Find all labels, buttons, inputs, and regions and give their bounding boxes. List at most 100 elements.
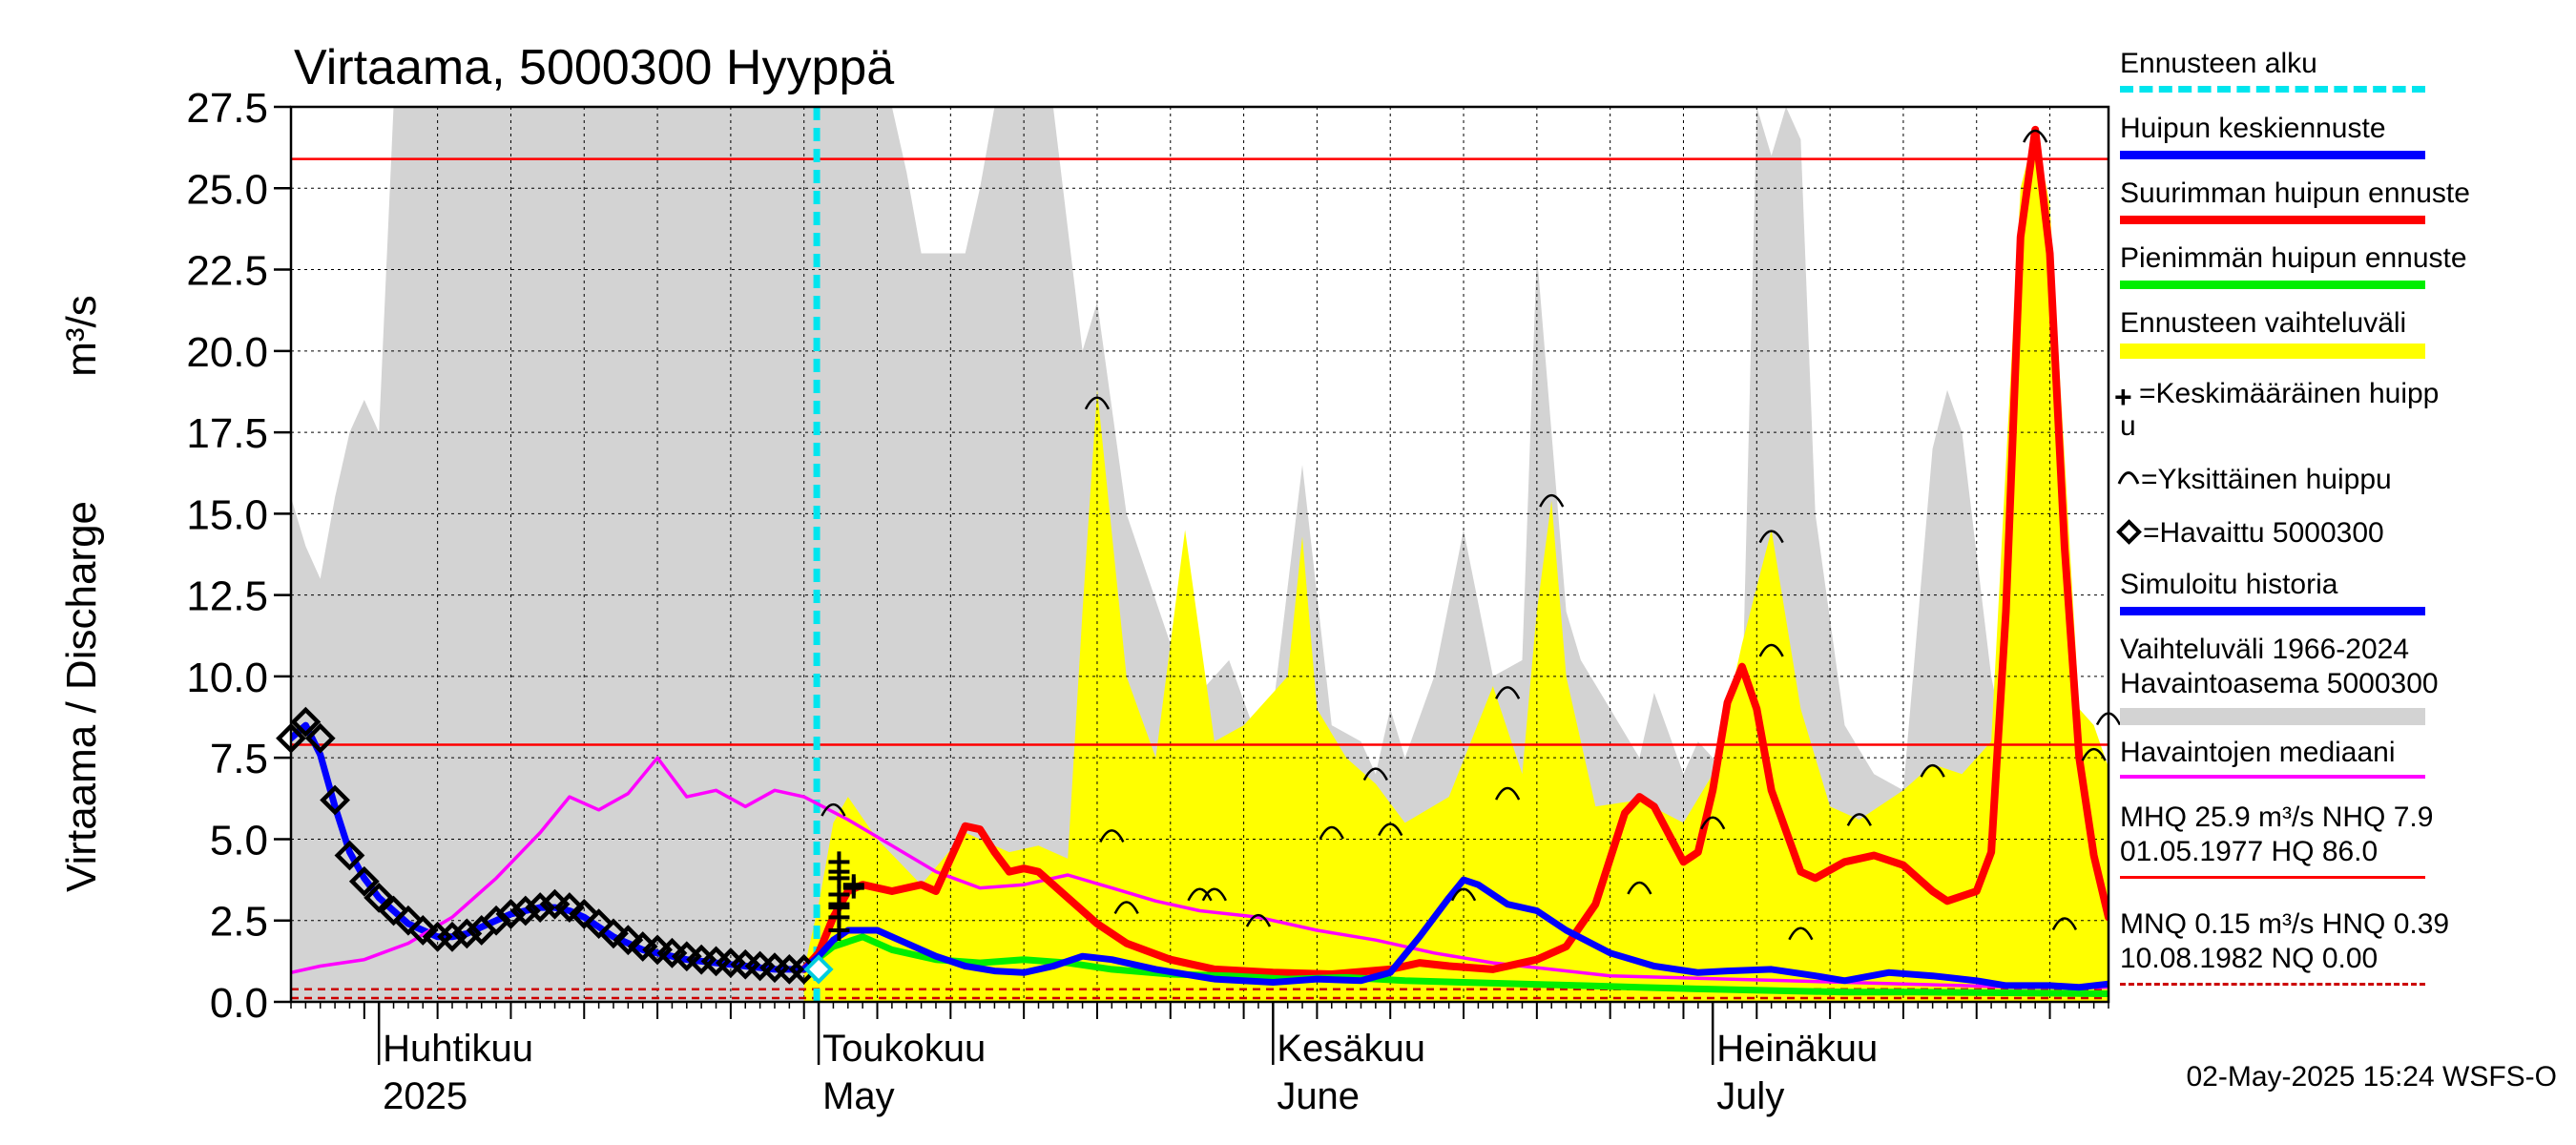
y-tick-label: 27.5 bbox=[186, 85, 268, 132]
markers-layer bbox=[276, 129, 2122, 985]
legend-hq-label: 01.05.1977 HQ 86.0 bbox=[2120, 836, 2379, 867]
y-tick-label: 5.0 bbox=[210, 817, 268, 864]
observed-point bbox=[348, 865, 380, 897]
single-peak-mark bbox=[1113, 901, 1139, 915]
y-tick-label: 22.5 bbox=[186, 248, 268, 295]
single-peak-mark bbox=[1495, 686, 1521, 699]
bands-layer bbox=[291, 107, 2109, 1002]
legend-mhq-swatch bbox=[2120, 876, 2425, 879]
month-label-fi: Heinäkuu bbox=[1716, 1028, 1878, 1070]
y-tick-label: 15.0 bbox=[186, 491, 268, 538]
single-peak-mark bbox=[1495, 786, 1521, 801]
y-tick-label: 17.5 bbox=[186, 410, 268, 457]
legend-mhq-label: MHQ 25.9 m³/s NHQ 7.9 bbox=[2120, 802, 2434, 833]
legend-forecast-range-swatch bbox=[2120, 344, 2425, 359]
legend-simulated-swatch bbox=[2120, 607, 2425, 615]
month-label-en: 2025 bbox=[383, 1075, 467, 1117]
single-peak-mark bbox=[2081, 747, 2107, 761]
observed-point bbox=[598, 918, 629, 949]
month-label-en: June bbox=[1277, 1075, 1360, 1117]
y-axis-unit: m³/s bbox=[58, 295, 105, 377]
observed-point bbox=[553, 892, 585, 923]
single-peak-mark bbox=[1758, 643, 1784, 657]
forecast-range-band bbox=[803, 129, 2109, 1002]
single-peak-mark bbox=[1099, 829, 1125, 843]
axes-layer: 0.0 2.5 5.0 7.5 10.0 12.5 15.0 17.5 20.0 22.5 25.0… bbox=[186, 85, 2110, 1117]
y-tick-label: 25.0 bbox=[186, 166, 268, 213]
single-peak-mark bbox=[1788, 926, 1814, 941]
legend-single-peak-label: =Yksittäinen huippu bbox=[2141, 464, 2392, 495]
single-peak-mark bbox=[1245, 913, 1272, 927]
legend-nq-label: 10.08.1982 NQ 0.00 bbox=[2120, 943, 2379, 974]
legend-mean-peak-label: =Keskimääräinen huipp bbox=[2139, 378, 2440, 409]
observed-latest-point bbox=[803, 954, 834, 985]
single-peak-mark bbox=[1378, 822, 1403, 837]
month-label-fi: Toukokuu bbox=[822, 1028, 986, 1070]
legend-history-range-label: Vaihteluväli 1966-2024 bbox=[2120, 634, 2410, 665]
legend-mnq-swatch bbox=[2120, 983, 2425, 986]
observed-point bbox=[304, 722, 336, 754]
legend-mnq-label: MNQ 0.15 m³/s HNQ 0.39 bbox=[2120, 908, 2450, 940]
observed-point bbox=[290, 706, 322, 738]
single-peak-mark bbox=[1758, 530, 1784, 544]
legend-simulated-label: Simuloitu historia bbox=[2120, 569, 2338, 600]
single-peak-mark bbox=[1920, 763, 1945, 778]
single-peak-mark bbox=[1700, 816, 1726, 830]
series-suurimman-huipun-ennuste bbox=[800, 125, 2109, 978]
history-range-band bbox=[291, 107, 2109, 1002]
observed-point bbox=[276, 722, 306, 754]
legend-median-label: Havaintojen mediaani bbox=[2120, 737, 2396, 768]
single-peak-mark bbox=[821, 802, 846, 817]
legend-history-range-swatch bbox=[2120, 708, 2425, 725]
legend-observed-label: =Havaittu 5000300 bbox=[2143, 517, 2384, 549]
observed-point bbox=[364, 882, 395, 913]
single-peak-mark bbox=[1846, 813, 1872, 826]
observed-point bbox=[334, 840, 365, 871]
single-peak-mark bbox=[2023, 129, 2048, 143]
legend-median-swatch bbox=[2120, 775, 2425, 779]
legend-mean-forecast-label: Huipun keskiennuste bbox=[2120, 113, 2386, 144]
single-peak-mark bbox=[1187, 887, 1213, 902]
month-label-en: May bbox=[822, 1075, 895, 1117]
legend-forecast-range-label: Ennusteen vaihteluväli bbox=[2120, 307, 2407, 339]
y-tick-label: 10.0 bbox=[186, 655, 268, 701]
chart-title: Virtaama, 5000300 Hyyppä bbox=[294, 40, 894, 95]
y-tick-label: 2.5 bbox=[210, 899, 268, 946]
mean-peak-mark bbox=[842, 874, 864, 896]
legend-forecast-start-label: Ennusteen alku bbox=[2120, 48, 2317, 79]
legend-single-peak-icon bbox=[2117, 471, 2140, 485]
single-peak-mark bbox=[1201, 887, 1227, 902]
legend-observed-icon bbox=[2116, 519, 2142, 545]
observed-point bbox=[320, 784, 350, 816]
y-tick-label: 7.5 bbox=[210, 736, 268, 782]
observed-point bbox=[481, 905, 511, 936]
legend-min-forecast-swatch bbox=[2120, 281, 2425, 289]
legend-mean-peak-icon: + bbox=[2114, 380, 2132, 414]
single-peak-mark bbox=[1450, 887, 1477, 902]
legend-mean-peak-label-cont: u bbox=[2120, 410, 2136, 442]
legend-min-forecast-label: Pienimmän huipun ennuste bbox=[2120, 242, 2467, 274]
single-peak-mark bbox=[1084, 396, 1111, 410]
single-peak-mark bbox=[1627, 881, 1652, 895]
observed-point bbox=[613, 925, 644, 956]
single-peak-mark bbox=[1539, 493, 1565, 508]
timestamp-footer: 02-May-2025 15:24 WSFS-O bbox=[2186, 1061, 2558, 1093]
month-label-en: July bbox=[1716, 1075, 1784, 1117]
y-axis-label: Virtaama / Discharge bbox=[58, 501, 105, 892]
single-peak-mark bbox=[2051, 917, 2078, 931]
y-tick-label: 0.0 bbox=[210, 980, 268, 1027]
y-tick-label: 20.0 bbox=[186, 329, 268, 376]
single-peak-mark bbox=[1319, 825, 1344, 840]
observed-point bbox=[407, 915, 439, 946]
legend-max-forecast-swatch bbox=[2120, 216, 2425, 224]
month-label-fi: Kesäkuu bbox=[1277, 1028, 1425, 1070]
single-peak-mark bbox=[1362, 767, 1388, 781]
legend-max-forecast-label: Suurimman huipun ennuste bbox=[2120, 177, 2470, 209]
series-huipun-keskiennuste bbox=[800, 876, 2109, 991]
month-label-fi: Huhtikuu bbox=[383, 1028, 533, 1070]
series-havaintojen-mediaani bbox=[291, 756, 2109, 989]
mean-peak-mark bbox=[828, 897, 850, 919]
y-tick-label: 12.5 bbox=[186, 573, 268, 620]
legend-forecast-start-swatch bbox=[2120, 86, 2425, 93]
